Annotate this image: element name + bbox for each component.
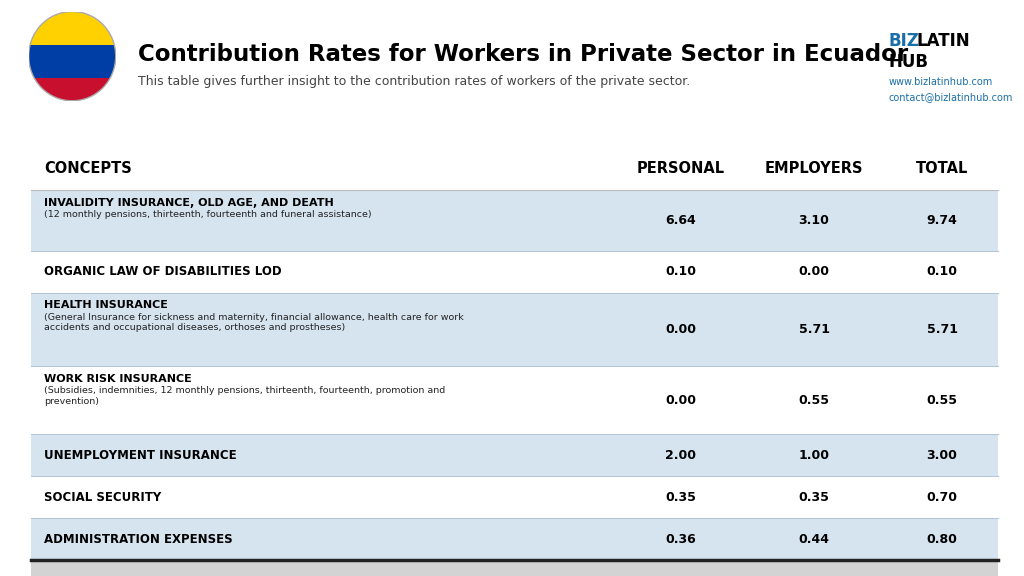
- Text: 2.00: 2.00: [666, 449, 696, 462]
- Text: UNEMPLOYMENT INSURANCE: UNEMPLOYMENT INSURANCE: [44, 449, 237, 462]
- Bar: [31, 560, 998, 576]
- Bar: [31, 293, 998, 366]
- Text: ORGANIC LAW OF DISABILITIES LOD: ORGANIC LAW OF DISABILITIES LOD: [44, 265, 282, 278]
- Text: 1.00: 1.00: [799, 449, 829, 462]
- Bar: [31, 476, 998, 518]
- Text: 0.70: 0.70: [927, 491, 957, 504]
- Text: 0.44: 0.44: [799, 533, 829, 546]
- Text: 6.64: 6.64: [666, 214, 696, 227]
- Text: SOCIAL SECURITY: SOCIAL SECURITY: [44, 491, 162, 504]
- Text: WORK RISK INSURANCE: WORK RISK INSURANCE: [44, 374, 191, 384]
- Text: 0.80: 0.80: [927, 533, 957, 546]
- Text: 0.00: 0.00: [666, 394, 696, 407]
- Text: HEALTH INSURANCE: HEALTH INSURANCE: [44, 300, 168, 310]
- Text: (Subsidies, indemnities, 12 monthly pensions, thirteenth, fourteenth, promotion : (Subsidies, indemnities, 12 monthly pens…: [44, 386, 445, 406]
- Text: LATIN: LATIN: [916, 32, 970, 51]
- Text: 0.10: 0.10: [927, 265, 957, 278]
- Bar: [31, 190, 998, 251]
- Text: contact@bizlatinhub.com: contact@bizlatinhub.com: [889, 92, 1013, 102]
- Text: 0.35: 0.35: [666, 491, 696, 504]
- Bar: [31, 518, 998, 560]
- Text: www.bizlatinhub.com: www.bizlatinhub.com: [889, 77, 993, 87]
- Text: 0.10: 0.10: [666, 265, 696, 278]
- Bar: [31, 251, 998, 293]
- Text: 9.74: 9.74: [927, 214, 957, 227]
- Bar: [31, 434, 998, 476]
- Text: 3.00: 3.00: [927, 449, 957, 462]
- Bar: [31, 147, 998, 190]
- Ellipse shape: [29, 12, 116, 101]
- Text: 0.55: 0.55: [927, 394, 957, 407]
- Text: TOTAL: TOTAL: [915, 161, 969, 176]
- Text: BIZ: BIZ: [889, 32, 920, 51]
- Text: 0.36: 0.36: [666, 533, 696, 546]
- Text: HUB: HUB: [889, 52, 929, 71]
- Text: 0.00: 0.00: [799, 265, 829, 278]
- Text: INVALIDITY INSURANCE, OLD AGE, AND DEATH: INVALIDITY INSURANCE, OLD AGE, AND DEATH: [44, 198, 334, 207]
- Text: 3.10: 3.10: [799, 214, 829, 227]
- Text: ADMINISTRATION EXPENSES: ADMINISTRATION EXPENSES: [44, 533, 232, 546]
- Text: EMPLOYERS: EMPLOYERS: [765, 161, 863, 176]
- Text: 5.71: 5.71: [927, 323, 957, 336]
- Bar: [29, 78, 116, 101]
- Text: PERSONAL: PERSONAL: [637, 161, 725, 176]
- Text: 0.00: 0.00: [666, 323, 696, 336]
- Text: 5.71: 5.71: [799, 323, 829, 336]
- Bar: [29, 45, 116, 78]
- Text: (12 monthly pensions, thirteenth, fourteenth and funeral assistance): (12 monthly pensions, thirteenth, fourte…: [44, 210, 372, 219]
- Text: CONCEPTS: CONCEPTS: [44, 161, 132, 176]
- Bar: [31, 366, 998, 434]
- Text: This table gives further insight to the contribution rates of workers of the pri: This table gives further insight to the …: [138, 75, 690, 88]
- Text: Contribution Rates for Workers in Private Sector in Ecuador: Contribution Rates for Workers in Privat…: [138, 43, 908, 66]
- Text: 0.55: 0.55: [799, 394, 829, 407]
- Text: 0.35: 0.35: [799, 491, 829, 504]
- Text: (General Insurance for sickness and maternity, financial allowance, health care : (General Insurance for sickness and mate…: [44, 313, 464, 332]
